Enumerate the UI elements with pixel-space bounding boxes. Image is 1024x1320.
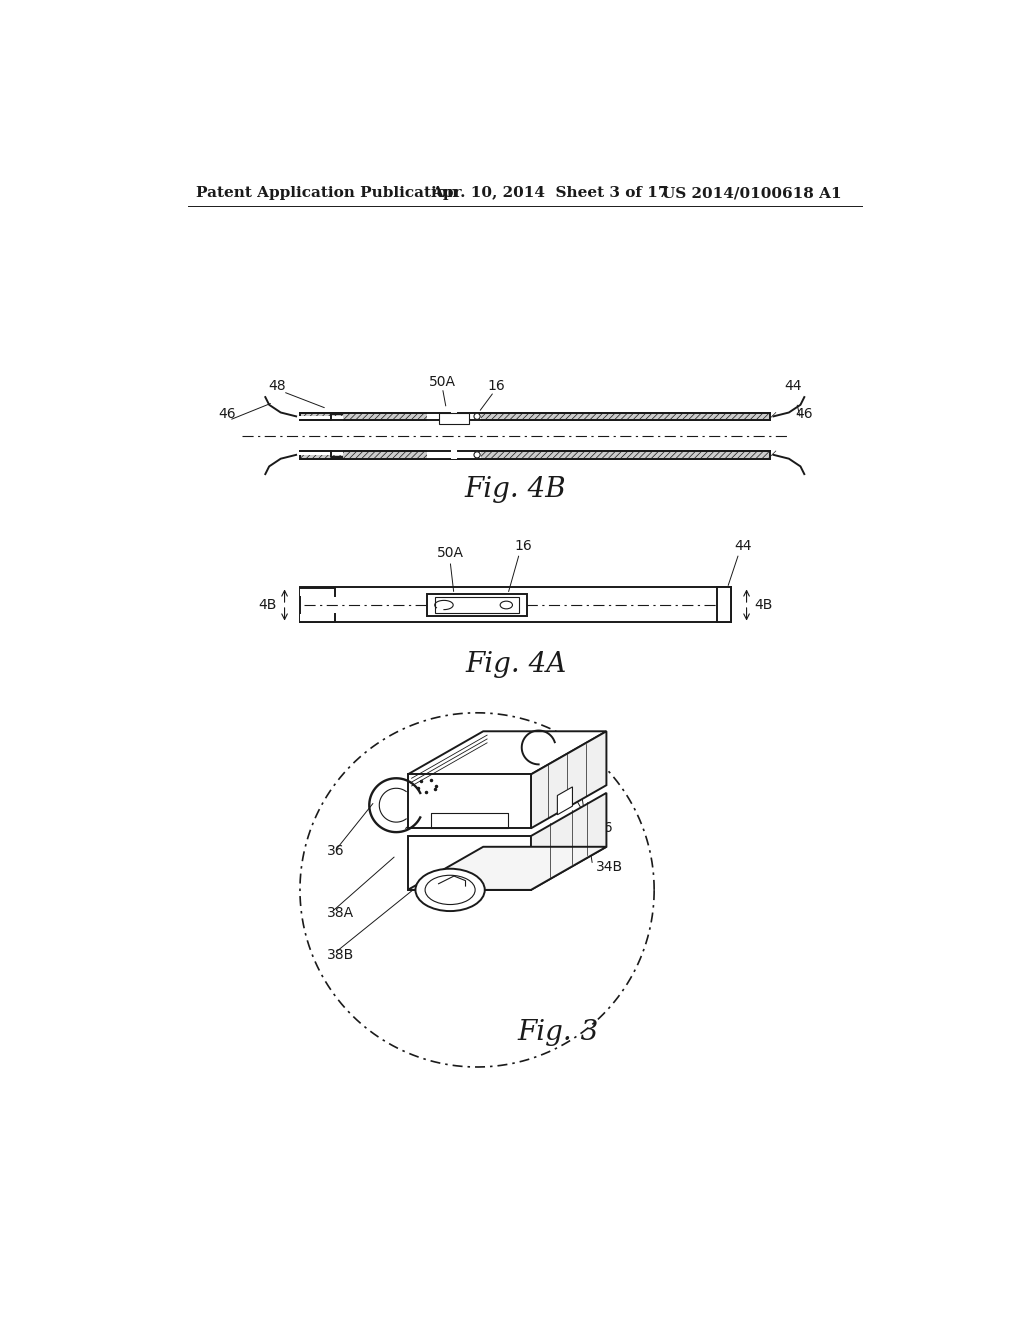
Bar xyxy=(298,416,343,421)
Polygon shape xyxy=(531,731,606,829)
Text: 50A: 50A xyxy=(436,546,464,561)
Text: 4B: 4B xyxy=(258,598,276,612)
Text: Fig. 4B: Fig. 4B xyxy=(465,477,566,503)
Ellipse shape xyxy=(416,869,484,911)
Text: 16: 16 xyxy=(514,539,532,553)
Polygon shape xyxy=(408,847,606,890)
Text: US 2014/0100618 A1: US 2014/0100618 A1 xyxy=(662,186,842,201)
Bar xyxy=(717,587,731,622)
Bar xyxy=(300,587,731,622)
Text: 50A: 50A xyxy=(429,375,456,388)
Text: Fig. 3: Fig. 3 xyxy=(517,1019,599,1045)
Text: 44: 44 xyxy=(784,379,802,392)
Bar xyxy=(427,450,481,459)
Bar xyxy=(300,614,335,622)
Text: 38B: 38B xyxy=(327,948,354,962)
Polygon shape xyxy=(408,836,531,890)
Text: Patent Application Publication: Patent Application Publication xyxy=(196,186,458,201)
Text: 34A: 34A xyxy=(554,748,581,762)
Text: 4B: 4B xyxy=(755,598,773,612)
Bar xyxy=(427,594,527,615)
Text: 36: 36 xyxy=(596,821,614,836)
Text: 38A: 38A xyxy=(327,906,354,920)
Ellipse shape xyxy=(500,601,512,609)
Text: Fig. 4A: Fig. 4A xyxy=(465,651,566,677)
Bar xyxy=(438,413,469,424)
Circle shape xyxy=(474,413,480,420)
Bar xyxy=(427,412,481,421)
Text: Apr. 10, 2014  Sheet 3 of 17: Apr. 10, 2014 Sheet 3 of 17 xyxy=(431,186,669,201)
Ellipse shape xyxy=(425,875,475,904)
Bar xyxy=(435,597,519,612)
Circle shape xyxy=(474,451,480,458)
Polygon shape xyxy=(531,793,606,890)
Bar xyxy=(300,451,770,459)
Text: 16: 16 xyxy=(487,379,505,392)
Text: 46: 46 xyxy=(796,407,813,421)
Text: 36: 36 xyxy=(327,845,344,858)
Polygon shape xyxy=(408,731,606,775)
Bar xyxy=(300,412,770,420)
Polygon shape xyxy=(408,775,531,829)
Text: 46: 46 xyxy=(218,407,236,421)
Polygon shape xyxy=(557,787,572,814)
Text: 48: 48 xyxy=(268,379,286,392)
Bar xyxy=(300,589,335,595)
Text: 34B: 34B xyxy=(596,859,624,874)
Text: 44: 44 xyxy=(734,539,752,553)
Bar xyxy=(298,450,343,455)
